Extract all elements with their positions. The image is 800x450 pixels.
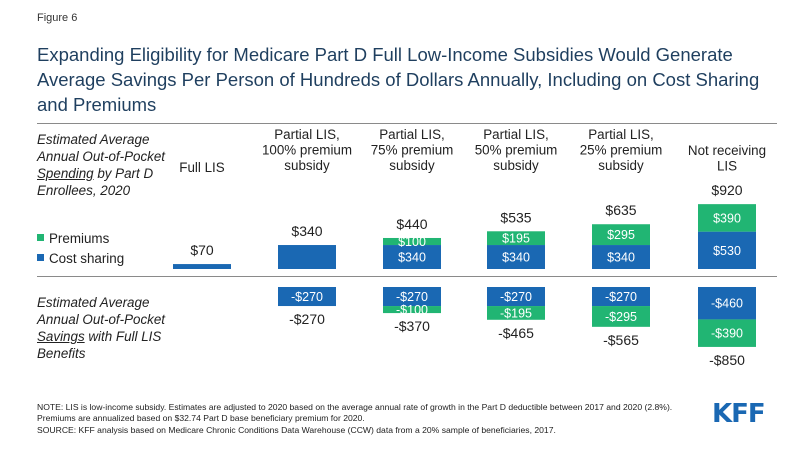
spending-row-heading: Estimated Average Annual Out-of-Pocket S… bbox=[37, 132, 166, 198]
savings-bar-label-0-2: -$270 bbox=[396, 290, 428, 304]
savings-bar-label-1-3: -$195 bbox=[500, 306, 532, 320]
spending-bar-premiums-5 bbox=[698, 204, 756, 232]
spending-bar-label-0-3: $340 bbox=[502, 251, 530, 265]
legend-item-cost-sharing: Cost sharing bbox=[37, 251, 124, 267]
spending-bar-cost-sharing-3 bbox=[487, 245, 545, 269]
savings-total-1: -$270 bbox=[289, 311, 325, 327]
spending-total-0: $70 bbox=[190, 242, 214, 258]
spending-bar-label-1-2: $100 bbox=[398, 235, 426, 249]
spending-emphasis: Spending bbox=[37, 166, 94, 181]
savings-bar-cost-sharing-5 bbox=[698, 287, 756, 320]
spending-bar-cost-sharing-1 bbox=[278, 245, 336, 269]
spending-bar-label-1-5: $390 bbox=[713, 211, 741, 225]
savings-total-5: -$850 bbox=[709, 352, 745, 368]
spending-bar-cost-sharing-0 bbox=[173, 264, 231, 269]
savings-bar-premiums-3 bbox=[487, 306, 545, 320]
note-text: NOTE: LIS is low-income subsidy. Estimat… bbox=[37, 402, 673, 424]
savings-total-3: -$465 bbox=[498, 325, 534, 341]
category-label-0: Full LIS bbox=[179, 160, 224, 175]
kff-logo: KFF bbox=[712, 399, 766, 429]
savings-row-heading: Estimated Average Annual Out-of-Pocket S… bbox=[37, 295, 166, 361]
source-text: SOURCE: KFF analysis based on Medicare C… bbox=[37, 424, 556, 435]
savings-bar-label-0-5: -$460 bbox=[711, 297, 743, 311]
spending-bar-label-0-5: $530 bbox=[713, 244, 741, 258]
savings-bar-cost-sharing-3 bbox=[487, 287, 545, 307]
savings-bar-label-0-1: -$270 bbox=[291, 290, 323, 304]
savings-bar-cost-sharing-2 bbox=[383, 287, 441, 307]
figure-label: Figure 6 bbox=[37, 12, 78, 24]
savings-bar-cost-sharing-1 bbox=[278, 287, 336, 307]
savings-bar-label-1-4: -$295 bbox=[605, 310, 637, 324]
spending-bar-label-0-2: $340 bbox=[398, 251, 426, 265]
middle-divider bbox=[37, 276, 777, 277]
savings-bar-premiums-4 bbox=[592, 306, 650, 327]
premiums-swatch bbox=[37, 234, 44, 241]
legend-label-cost-sharing: Cost sharing bbox=[49, 251, 125, 266]
savings-bar-label-1-5: -$390 bbox=[711, 327, 743, 341]
chart-title: Expanding Eligibility for Medicare Part … bbox=[37, 44, 760, 115]
savings-bar-premiums-5 bbox=[698, 319, 756, 347]
spending-total-2: $440 bbox=[396, 216, 427, 232]
category-label-2: Partial LIS, 75% premium subsidy bbox=[371, 127, 454, 173]
savings-emphasis: Savings bbox=[37, 329, 85, 344]
savings-bar-label-0-3: -$270 bbox=[500, 290, 532, 304]
spending-total-3: $535 bbox=[500, 209, 531, 225]
spending-bar-premiums-3 bbox=[487, 231, 545, 246]
spending-bar-label-0-4: $340 bbox=[607, 251, 635, 265]
spending-bar-premiums-4 bbox=[592, 224, 650, 246]
savings-bar-label-0-4: -$270 bbox=[605, 290, 637, 304]
spending-total-1: $340 bbox=[291, 223, 322, 239]
category-label-3: Partial LIS, 50% premium subsidy bbox=[475, 127, 558, 173]
category-label-5: Not receiving LIS bbox=[688, 143, 766, 174]
spending-bar-premiums-2 bbox=[383, 237, 441, 246]
category-label-1: Partial LIS, 100% premium subsidy bbox=[262, 127, 352, 173]
spending-bar-label-1-3: $195 bbox=[502, 232, 530, 246]
spending-bar-cost-sharing-5 bbox=[698, 231, 756, 269]
legend-label-premiums: Premiums bbox=[49, 231, 110, 246]
spending-bar-label-1-4: $295 bbox=[607, 228, 635, 242]
top-divider bbox=[37, 123, 777, 124]
savings-bar-label-1-2: -$100 bbox=[396, 303, 428, 317]
savings-bar-cost-sharing-4 bbox=[592, 287, 650, 307]
savings-bar-premiums-2 bbox=[383, 306, 441, 314]
category-label-4: Partial LIS, 25% premium subsidy bbox=[580, 127, 663, 173]
spending-total-5: $920 bbox=[711, 182, 742, 198]
spending-bar-cost-sharing-2 bbox=[383, 245, 441, 269]
cost-sharing-swatch bbox=[37, 254, 44, 261]
spending-total-4: $635 bbox=[605, 202, 636, 218]
savings-total-4: -$565 bbox=[603, 332, 639, 348]
spending-bar-cost-sharing-4 bbox=[592, 245, 650, 269]
footnote: NOTE: LIS is low-income subsidy. Estimat… bbox=[37, 402, 707, 436]
savings-total-2: -$370 bbox=[394, 318, 430, 334]
legend-item-premiums: Premiums bbox=[37, 231, 109, 247]
